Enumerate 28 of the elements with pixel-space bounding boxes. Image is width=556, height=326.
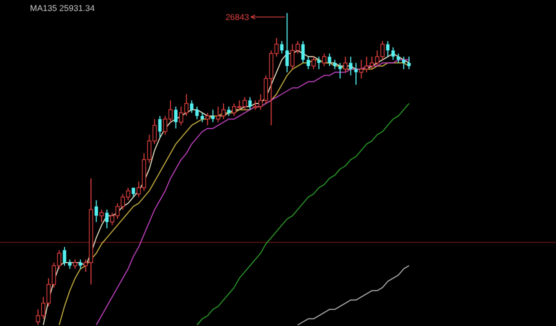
candlestick — [333, 59, 336, 70]
candlestick — [190, 100, 194, 114]
candlestick — [338, 62, 342, 80]
candlestick — [200, 112, 204, 123]
candlestick — [328, 53, 332, 67]
candlestick — [195, 106, 199, 120]
candlestick — [349, 56, 352, 76]
annotation: MA135 25931.34 — [30, 3, 96, 13]
candlestick — [354, 62, 358, 86]
candlestick — [105, 209, 109, 229]
candlestick — [94, 200, 98, 223]
candlestick — [386, 40, 390, 58]
candlestick — [68, 258, 72, 270]
candlestick — [78, 258, 82, 270]
candlestick — [158, 115, 162, 138]
candlestick — [343, 56, 348, 73]
candlestick — [285, 12, 289, 73]
candlestick — [402, 56, 406, 70]
candlestick — [306, 56, 310, 70]
candlestick — [317, 56, 321, 70]
candlestick — [211, 109, 215, 123]
candlestick — [280, 40, 284, 54]
candlestick — [174, 106, 178, 129]
candlestick — [227, 106, 230, 116]
candlestick — [391, 46, 395, 60]
candlestick — [396, 53, 400, 64]
annotation: 26843 — [225, 12, 250, 22]
candlestick — [301, 40, 305, 64]
